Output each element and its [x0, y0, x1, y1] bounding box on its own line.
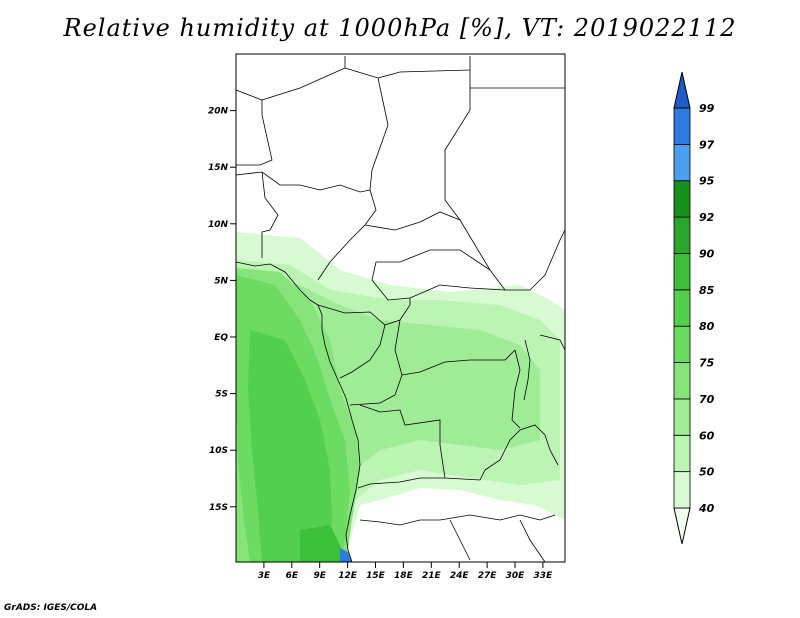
colorbar-label: 97 — [699, 138, 715, 151]
colorbar-segment — [673, 325, 691, 363]
map-frame — [235, 53, 566, 563]
colorbar-label: 92 — [699, 211, 715, 224]
colorbar-upper-triangle — [673, 71, 691, 109]
colorbar-segment — [673, 253, 691, 291]
colorbar-label: 90 — [699, 247, 715, 260]
colorbar-label: 80 — [699, 320, 715, 333]
lon-tick-label: 3E — [258, 571, 271, 581]
colorbar-label: 60 — [699, 429, 715, 442]
lon-tick-label: 6E — [286, 571, 299, 581]
country-borders — [235, 56, 566, 563]
colorbar-segment — [673, 180, 691, 218]
colorbar-lower-triangle — [673, 507, 691, 545]
lat-tick-label: 20N — [208, 107, 229, 117]
colorbar-segment — [673, 143, 691, 182]
colorbar-segment — [673, 398, 691, 436]
colorbar-label: 95 — [699, 175, 715, 188]
lon-tick-label: 33E — [534, 571, 554, 581]
lon-tick-label: 24E — [450, 571, 470, 581]
lon-tick-label: 27E — [478, 571, 498, 581]
colorbar-segment — [673, 471, 691, 509]
colorbar-label: 50 — [699, 466, 715, 479]
colorbar-label: 40 — [698, 502, 715, 515]
lat-tick-label: 15N — [208, 163, 229, 173]
lon-tick-label: 18E — [394, 571, 414, 581]
humidity-field — [236, 232, 565, 562]
lat-tick-label: 5S — [215, 390, 228, 400]
map-title: Relative humidity at 1000hPa [%], VT: 20… — [63, 14, 737, 42]
colorbar-label: 99 — [699, 102, 715, 115]
lon-tick-label: 15E — [366, 571, 386, 581]
colorbar: 40 50 60 70 75 80 85 90 92 95 97 99 — [673, 71, 715, 545]
grads-credit: GrADS: IGES/COLA — [4, 603, 98, 613]
colorbar-label: 85 — [699, 284, 715, 297]
lat-tick-label: 5N — [214, 276, 228, 286]
lat-tick-label: 10N — [208, 220, 229, 230]
lon-tick-label: 21E — [422, 571, 442, 581]
latitude-axis: 20N 15N 10N 5N EQ 5S 10S 15S — [208, 107, 236, 513]
lon-tick-label: 30E — [506, 571, 526, 581]
lon-tick-label: 9E — [313, 571, 326, 581]
colorbar-segment — [673, 107, 691, 145]
colorbar-segment — [673, 289, 691, 327]
colorbar-label: 70 — [699, 393, 715, 406]
colorbar-segment — [673, 434, 691, 473]
lat-tick-label: EQ — [214, 333, 228, 343]
longitude-axis: 3E 6E 9E 12E 15E 18E 21E 24E 27E 30E 33E — [258, 562, 553, 581]
lat-tick-label: 10S — [209, 446, 228, 456]
colorbar-segment — [673, 216, 691, 254]
lon-tick-label: 12E — [338, 571, 358, 581]
colorbar-segment — [673, 362, 691, 400]
lat-tick-label: 15S — [209, 503, 228, 513]
colorbar-label: 75 — [699, 357, 715, 370]
